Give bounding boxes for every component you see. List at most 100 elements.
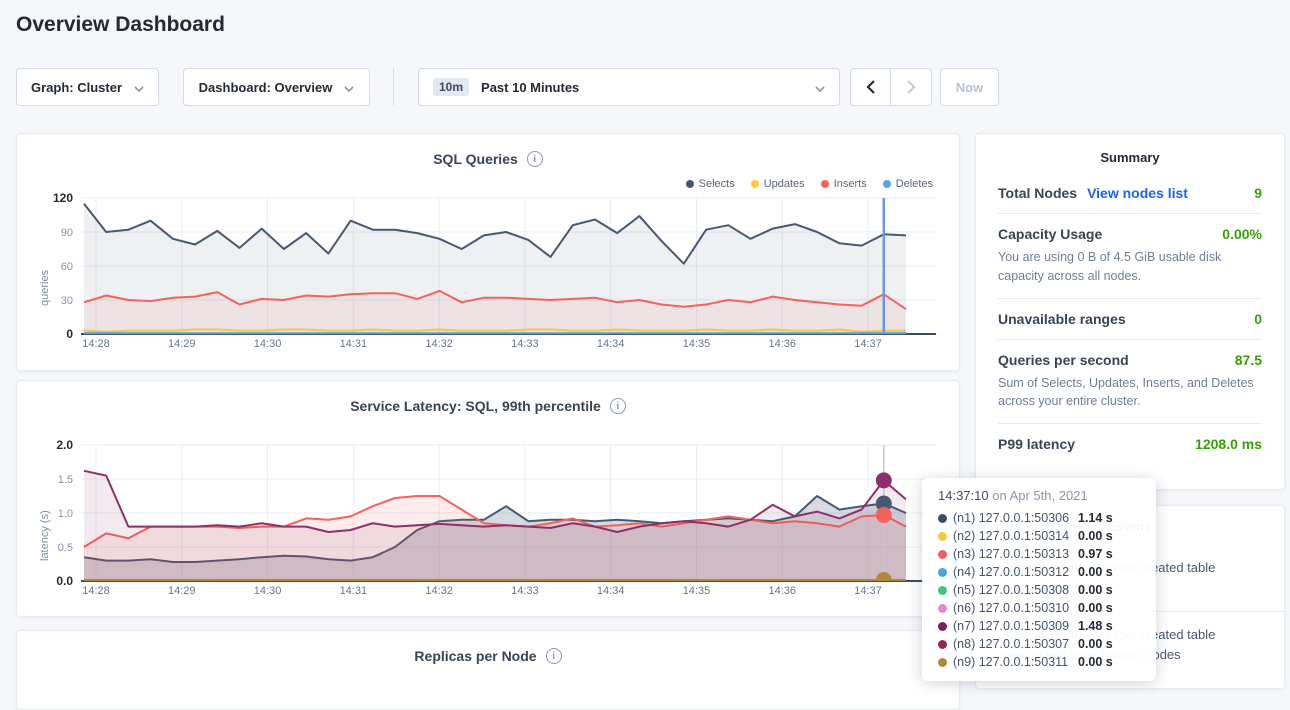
summary-row-top: P99 latency 1208.0 ms (998, 436, 1262, 452)
tooltip-node-row: (n5) 127.0.0.1:503080.00 s (938, 581, 1140, 599)
time-range-label: Past 10 Minutes (481, 80, 579, 95)
summary-metric-value: 1208.0 ms (1195, 436, 1262, 452)
time-step-buttons (850, 68, 932, 106)
svg-text:14:33: 14:33 (511, 585, 539, 597)
chevron-left-icon (866, 80, 875, 94)
summary-row-top: Total NodesView nodes list9 (998, 185, 1262, 201)
svg-text:14:32: 14:32 (425, 585, 453, 597)
node-color-dot-icon (938, 622, 947, 631)
node-latency-value: 0.00 s (1078, 583, 1140, 597)
svg-text:90: 90 (61, 227, 73, 239)
page-title: Overview Dashboard (16, 13, 225, 37)
svg-text:14:30: 14:30 (254, 585, 282, 597)
summary-metric-value: 0 (1254, 311, 1262, 327)
node-latency-value: 0.00 s (1078, 655, 1140, 669)
tooltip-node-row: (n7) 127.0.0.1:503091.48 s (938, 617, 1140, 635)
tooltip-node-row: (n9) 127.0.0.1:503110.00 s (938, 653, 1140, 671)
svg-text:14:35: 14:35 (683, 585, 711, 597)
chart-title: SQL Queries (433, 151, 518, 167)
sql-queries-chart[interactable]: 030609012014:2814:2914:3014:3114:3214:33… (41, 186, 953, 358)
summary-metric-label: Capacity Usage (998, 226, 1102, 242)
time-range-badge: 10m (433, 78, 469, 96)
tooltip-node-row: (n2) 127.0.0.1:503140.00 s (938, 527, 1140, 545)
svg-text:14:36: 14:36 (768, 585, 796, 597)
chevron-right-icon (907, 80, 916, 94)
svg-text:14:29: 14:29 (168, 585, 196, 597)
node-latency-value: 0.97 s (1078, 547, 1140, 561)
summary-metric-label: Unavailable ranges (998, 311, 1126, 327)
svg-text:14:29: 14:29 (168, 338, 196, 350)
svg-text:14:34: 14:34 (597, 338, 625, 350)
summary-metric-description: Sum of Selects, Updates, Inserts, and De… (998, 374, 1262, 412)
node-color-dot-icon (938, 604, 947, 613)
svg-text:14:36: 14:36 (768, 338, 796, 350)
node-address: (n3) 127.0.0.1:50313 (953, 547, 1078, 561)
tooltip-node-row: (n3) 127.0.0.1:503130.97 s (938, 545, 1140, 563)
svg-text:120: 120 (53, 191, 73, 205)
summary-row-top: Queries per second 87.5 (998, 352, 1262, 368)
chevron-down-icon (344, 80, 354, 95)
summary-metric-label: P99 latency (998, 436, 1075, 452)
time-range-picker[interactable]: 10m Past 10 Minutes (418, 68, 840, 106)
summary-row: Queries per second 87.5 Sum of Selects, Up… (998, 340, 1262, 425)
info-icon[interactable]: i (527, 151, 543, 167)
svg-text:14:33: 14:33 (511, 338, 539, 350)
svg-text:14:28: 14:28 (82, 585, 110, 597)
node-color-dot-icon (938, 568, 947, 577)
node-color-dot-icon (938, 640, 947, 649)
svg-text:1.0: 1.0 (58, 508, 73, 520)
svg-text:14:31: 14:31 (340, 338, 368, 350)
graph-dropdown[interactable]: Graph: Cluster (16, 68, 159, 106)
summary-row: Unavailable ranges 0 (998, 299, 1262, 340)
summary-row-top: Unavailable ranges 0 (998, 311, 1262, 327)
node-address: (n8) 127.0.0.1:50307 (953, 637, 1078, 651)
tooltip-node-row: (n1) 127.0.0.1:503061.14 s (938, 509, 1140, 527)
summary-title: Summary (998, 150, 1262, 165)
sql-queries-panel: SQL Queries i SelectsUpdatesInsertsDelet… (16, 133, 960, 371)
graph-dropdown-label: Graph: Cluster (31, 80, 122, 95)
summary-metric-value: 0.00% (1222, 226, 1262, 242)
svg-text:14:28: 14:28 (82, 338, 110, 350)
svg-text:30: 30 (61, 295, 73, 307)
svg-text:14:37: 14:37 (854, 338, 882, 350)
chart-title: Service Latency: SQL, 99th percentile (350, 398, 601, 414)
next-timeframe-button-disabled[interactable] (891, 69, 931, 105)
node-latency-value: 1.14 s (1078, 511, 1140, 525)
node-address: (n6) 127.0.0.1:50310 (953, 601, 1078, 615)
tooltip-node-row: (n4) 127.0.0.1:503120.00 s (938, 563, 1140, 581)
svg-text:60: 60 (61, 261, 73, 273)
summary-metric-description: You are using 0 B of 4.5 GiB usable disk… (998, 248, 1262, 286)
svg-text:14:31: 14:31 (340, 585, 368, 597)
node-color-dot-icon (938, 532, 947, 541)
previous-timeframe-button[interactable] (851, 69, 891, 105)
summary-row: Total NodesView nodes list9 (998, 173, 1262, 214)
dashboard-dropdown[interactable]: Dashboard: Overview (183, 68, 370, 106)
tooltip-timestamp: 14:37:10 on Apr 5th, 2021 (938, 488, 1140, 503)
summary-panel: Summary Total NodesView nodes list9Capac… (975, 133, 1285, 490)
summary-metric-label: Queries per second (998, 352, 1129, 368)
summary-metric-label: Total Nodes (998, 185, 1077, 201)
node-address: (n9) 127.0.0.1:50311 (953, 655, 1078, 669)
svg-text:2.0: 2.0 (56, 438, 73, 452)
view-nodes-list-link[interactable]: View nodes list (1087, 185, 1188, 201)
now-button-disabled[interactable]: Now (940, 68, 999, 106)
replicas-per-node-panel: Replicas per Node i (16, 630, 960, 710)
tooltip-node-row: (n8) 127.0.0.1:503070.00 s (938, 635, 1140, 653)
node-color-dot-icon (938, 658, 947, 667)
info-icon[interactable]: i (610, 398, 626, 414)
node-latency-value: 0.00 s (1078, 565, 1140, 579)
node-color-dot-icon (938, 586, 947, 595)
svg-text:1.5: 1.5 (58, 474, 73, 486)
service-latency-chart[interactable]: 0.00.51.01.52.014:2814:2914:3014:3114:32… (41, 433, 953, 605)
svg-text:0: 0 (66, 327, 73, 341)
svg-text:14:34: 14:34 (597, 585, 625, 597)
service-latency-panel: Service Latency: SQL, 99th percentile i … (16, 380, 960, 617)
node-latency-value: 0.00 s (1078, 601, 1140, 615)
node-address: (n7) 127.0.0.1:50309 (953, 619, 1078, 633)
node-latency-value: 1.48 s (1078, 619, 1140, 633)
node-latency-value: 0.00 s (1078, 637, 1140, 651)
info-icon[interactable]: i (546, 648, 562, 664)
summary-metric-value: 87.5 (1235, 352, 1262, 368)
chevron-down-icon (134, 80, 144, 95)
node-color-dot-icon (938, 514, 947, 523)
